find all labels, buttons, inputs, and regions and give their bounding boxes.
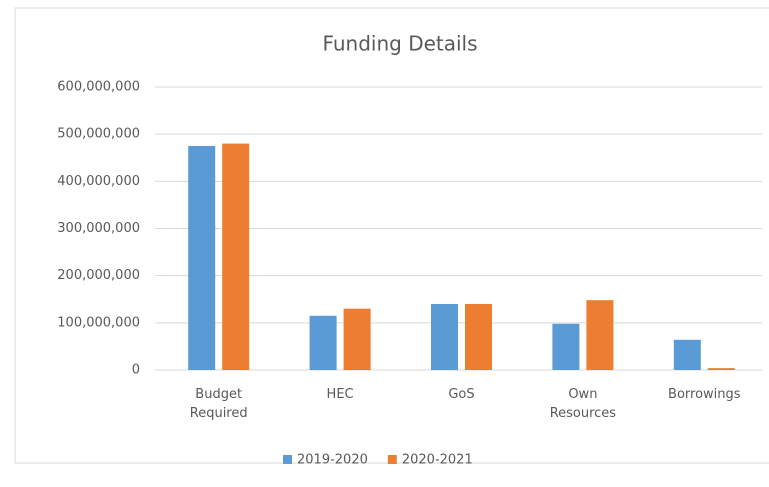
y-tick-label: 0 [132, 363, 140, 378]
y-tick-label: 300,000,000 [57, 221, 140, 236]
bar [188, 145, 216, 370]
y-tick-label: 500,000,000 [57, 127, 140, 142]
y-tick-label: 100,000,000 [57, 315, 140, 330]
x-tick-label: HEC [326, 387, 354, 402]
bar [465, 303, 492, 370]
x-tick-label: Own Resources [549, 387, 617, 421]
legend-label: 2019-2020 [297, 453, 368, 468]
bar [673, 339, 701, 370]
y-tick-label: 200,000,000 [57, 268, 140, 283]
bar [309, 315, 337, 370]
bar [222, 143, 250, 370]
legend-swatch [283, 455, 292, 464]
x-tick-label: Borrowings [668, 387, 741, 402]
x-tick-label: Budget Required [189, 387, 248, 421]
chart-title: Funding Details [322, 32, 477, 56]
legend-label: 2020-2021 [402, 453, 473, 468]
bar [707, 368, 735, 370]
bar [552, 323, 580, 370]
y-tick-label: 400,000,000 [57, 174, 140, 189]
x-tick-label: GoS [448, 387, 475, 402]
legend-swatch [387, 455, 397, 464]
chart-border [14, 7, 769, 464]
bar [586, 300, 614, 370]
bar [431, 303, 458, 370]
bar [343, 308, 371, 370]
y-tick-label: 600,000,000 [57, 80, 140, 95]
